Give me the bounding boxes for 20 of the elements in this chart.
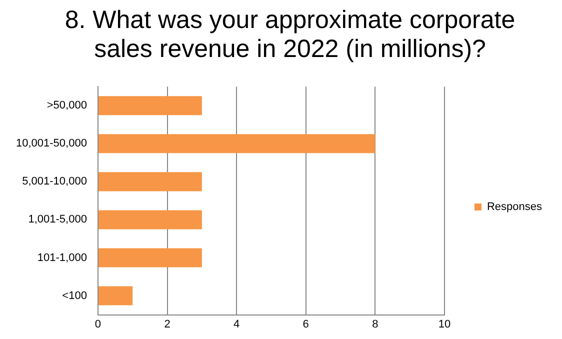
chart-title: 8. What was your approximate corporate sales revenue in 2022 (in millions)? (64, 6, 516, 64)
y-tick-label: <100 (62, 290, 87, 302)
bar (98, 96, 202, 116)
y-tick-label: 10,001-50,000 (16, 138, 87, 150)
x-tick-label: 10 (438, 318, 451, 330)
legend-label: Responses (486, 201, 542, 214)
bar (98, 210, 202, 230)
x-tick-label: 2 (164, 318, 170, 330)
bar (98, 172, 202, 192)
bar (98, 286, 133, 306)
y-tick-label: >50,000 (46, 100, 87, 112)
bar (98, 248, 202, 268)
y-tick-label: 1,001-5,000 (28, 214, 87, 226)
x-tick-label: 8 (372, 318, 378, 330)
x-tick-label: 4 (233, 318, 240, 330)
x-tick-label: 0 (94, 318, 102, 330)
y-tick-label: 101-1,000 (37, 252, 87, 264)
x-tick-label: 6 (302, 318, 309, 330)
y-tick-label: 5,001-10,000 (22, 176, 87, 188)
bar (98, 134, 376, 154)
